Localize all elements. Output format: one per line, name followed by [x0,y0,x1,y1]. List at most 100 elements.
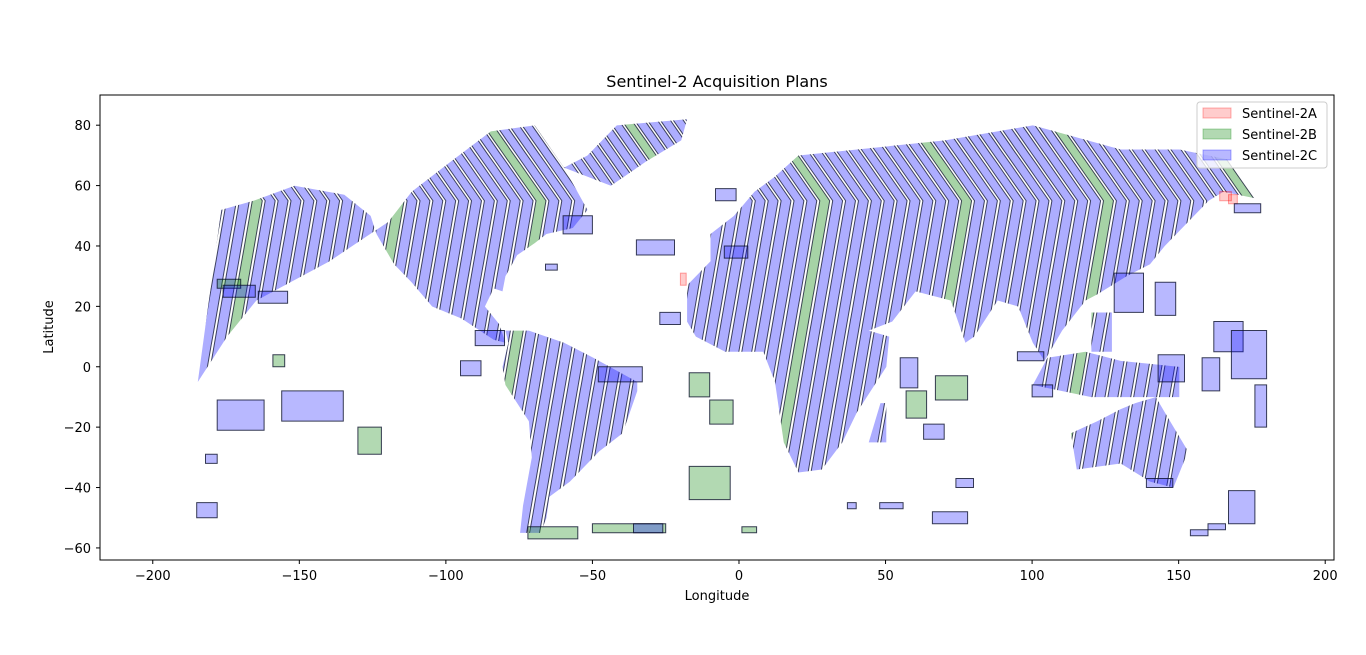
footprint-patch [474,330,505,347]
footprint-patch [1201,357,1221,392]
footprint-patch [955,478,974,488]
swath-strip [951,119,1024,533]
footprint-patch [545,263,558,271]
y-axis-label: Latitude [42,300,57,354]
swath-strip [1055,119,1127,533]
swath-strip [797,119,869,533]
legend-label-sentinel-2c: Sentinel-2C [1242,149,1317,164]
swath-strip [1016,119,1089,533]
footprint-patch [1254,384,1268,428]
swath-strip [887,119,960,533]
swath-strip [397,119,470,533]
footprint-patch [1154,281,1177,316]
footprint-patch [905,390,928,419]
axes-frame [99,94,1335,561]
footprint-patch [527,526,579,540]
footprint-patch [1219,191,1232,202]
legend-box [1196,101,1328,169]
swath-strip [384,119,457,533]
swath-strip [229,119,302,533]
footprint-patch [205,453,218,464]
x-tick-label: 150 [1166,569,1191,584]
footprint-patch [281,390,344,422]
swath-strip [423,119,495,533]
y-tick-label: −40 [64,482,91,497]
y-tick-label: 20 [74,300,91,315]
y-tick-label: 60 [74,180,91,195]
swath-strip [1068,119,1140,533]
footprint-patch [723,245,749,259]
footprint-patch [1016,351,1045,362]
footprint-patch [635,239,675,256]
swath-strip [242,119,315,533]
footprint-patch [709,399,734,425]
swath-strip [216,119,289,533]
swath-strip [706,119,779,533]
footprint-patch [1145,478,1174,488]
swath-strip [861,119,934,533]
swath-strip [1003,119,1076,533]
swath-strip [203,119,276,533]
footprint-patch [222,284,256,298]
swath-strip [358,119,431,533]
swath-strip [810,119,882,533]
swath-strip [990,119,1063,533]
footprint-patch [1031,384,1054,398]
swath-strip [719,119,792,533]
swath-strip [874,119,947,533]
footprint-patch [923,423,945,440]
swath-strip [410,119,483,533]
swath-strip [436,119,508,533]
footprint-patch [679,272,687,286]
x-tick-label: −150 [281,569,317,584]
footprint-patch [934,375,969,401]
x-tick-label: 100 [1020,569,1045,584]
footprint-patch [597,366,643,383]
swath-strip [823,119,895,533]
swath-strip [900,119,973,533]
swath-strip [1093,119,1166,533]
legend-label-sentinel-2b: Sentinel-2B [1242,128,1317,143]
legend-label-sentinel-2a: Sentinel-2A [1242,107,1317,122]
footprint-patch [659,311,681,325]
swath-strip [913,119,986,533]
swath-strip [1029,119,1102,533]
footprint-patch [562,215,593,235]
footprint-patch [633,523,664,534]
swath-strip [345,119,418,533]
x-tick-label: −200 [135,569,171,584]
y-axis: −60 −40 −20 0 20 40 60 80 [64,119,100,557]
footprint-patch [1157,354,1185,383]
footprint-patch [1228,490,1256,525]
swath-strip [197,119,238,533]
swath-strip [255,119,328,533]
swath-strip [732,119,805,533]
footprint-patch [460,360,482,377]
x-tick-label: −50 [579,569,606,584]
x-axis: −200 −150 −100 −50 0 50 100 150 200 [135,560,1338,584]
footprint-patch [357,426,382,455]
x-tick-label: 50 [877,569,894,584]
x-axis-label: Longitude [685,589,750,604]
swath-strip [681,119,753,533]
y-tick-label: 40 [74,240,91,255]
footprint-patch [1213,321,1244,353]
legend-swatch-sentinel-2b [1202,128,1232,140]
footprint-patch [688,465,731,501]
swath-strip [197,119,263,533]
x-tick-label: 0 [735,569,743,584]
x-tick-label: −100 [428,569,464,584]
footprint-patch [879,502,904,510]
swath-strip [835,119,908,533]
swath-strip [1080,119,1153,533]
swath-strip [771,119,844,533]
swath-strip [758,119,831,533]
swath-strip [1042,119,1115,533]
footprint-patch [196,502,218,519]
swath-strip [371,119,444,533]
footprint-patch [846,502,857,510]
footprint-patch [1233,203,1262,214]
footprint-patch [1189,529,1209,537]
footprint-patch [741,526,758,534]
footprint-patch [257,290,289,304]
